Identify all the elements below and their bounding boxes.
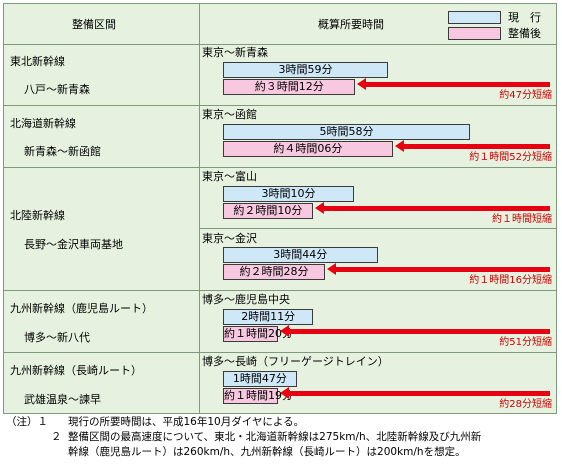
- route-label: 博多～長崎（フリーゲージトレイン）: [202, 355, 389, 368]
- line-name: 北海道新幹線: [10, 117, 76, 130]
- saving-arrow: [314, 202, 550, 214]
- note-text-2: 整備区間の最高速度について、東北・北海道新幹線は275km/h、北陸新幹線及び九…: [68, 431, 482, 443]
- line-name: 九州新幹線（長崎ルート）: [10, 364, 142, 377]
- current-time-bar: 3時間44分: [223, 247, 378, 263]
- line-name: 東北新幹線: [10, 55, 65, 68]
- saving-label: 約１時間16分短縮: [469, 275, 552, 286]
- note-text-3: 幹線（鹿児島ルート）は260km/h、九州新幹線（長崎ルート）は200km/hを…: [68, 446, 466, 458]
- current-time-bar: 3時間10分: [223, 186, 355, 202]
- saving-arrow: [327, 263, 550, 275]
- legend-current-swatch: [448, 11, 501, 24]
- current-time-bar: 2時間11分: [223, 309, 314, 325]
- segment-name: 長野～金沢車両基地: [24, 238, 123, 251]
- saving-arrow: [280, 325, 550, 337]
- header-section-label: 整備区間: [72, 18, 116, 31]
- saving-label: 約51分短縮: [499, 337, 552, 348]
- after-time-bar: 約１時間19分: [223, 388, 293, 404]
- section-cell-hokuriku: [3, 167, 200, 291]
- section-cell-tohoku: [3, 44, 200, 106]
- route-label: 東京～金沢: [202, 232, 257, 245]
- route-label: 東京～函館: [202, 108, 257, 121]
- segment-name: 博多～新八代: [24, 331, 90, 344]
- legend-after-swatch: [448, 27, 501, 40]
- note-text-1: 現行の所要時間は、平成16年10月ダイヤによる。: [68, 416, 305, 428]
- header-section-cell: [3, 3, 200, 45]
- header-time-label: 概算所要時間: [318, 18, 384, 31]
- note-mark-1: （注）１: [6, 416, 48, 428]
- route-label: 東京～新青森: [202, 46, 268, 59]
- time-cell-kanazawa: [199, 228, 557, 291]
- segment-name: 新青森～新函館: [24, 145, 101, 158]
- saving-label: 約１時間52分短縮: [469, 152, 552, 163]
- current-time-bar: 3時間59分: [223, 62, 388, 78]
- legend-current-label: 現 行: [508, 11, 541, 24]
- saving-label: 約47分短縮: [499, 90, 552, 101]
- current-time-bar: 1時間47分: [223, 371, 297, 387]
- route-label: 博多～鹿児島中央: [202, 293, 290, 306]
- section-cell-nagasaki: [3, 352, 200, 414]
- after-time-bar: 約３時間12分: [223, 79, 356, 95]
- current-time-bar: 5時間58分: [223, 124, 471, 140]
- section-cell-hokkaido: [3, 105, 200, 168]
- after-time-bar: 約２時間10分: [223, 203, 313, 219]
- saving-label: 約28分短縮: [499, 399, 552, 410]
- segment-name: 八戸～新青森: [24, 83, 90, 96]
- line-name: 九州新幹線（鹿児島ルート）: [10, 302, 153, 315]
- saving-arrow: [394, 140, 550, 152]
- saving-label: 約１時間短縮: [492, 214, 552, 225]
- after-time-bar: 約４時間06分: [223, 141, 393, 157]
- line-name: 北陸新幹線: [10, 209, 65, 222]
- after-time-bar: 約１時間20分: [223, 326, 293, 342]
- saving-arrow: [357, 78, 550, 90]
- route-label: 東京～富山: [202, 170, 257, 183]
- note-mark-2: ２: [51, 431, 62, 443]
- segment-name: 武雄温泉～諫早: [24, 393, 101, 406]
- after-time-bar: 約２時間28分: [223, 264, 326, 280]
- legend-after-label: 整備後: [508, 27, 541, 40]
- section-cell-kagoshima: [3, 290, 200, 353]
- saving-arrow: [279, 387, 550, 399]
